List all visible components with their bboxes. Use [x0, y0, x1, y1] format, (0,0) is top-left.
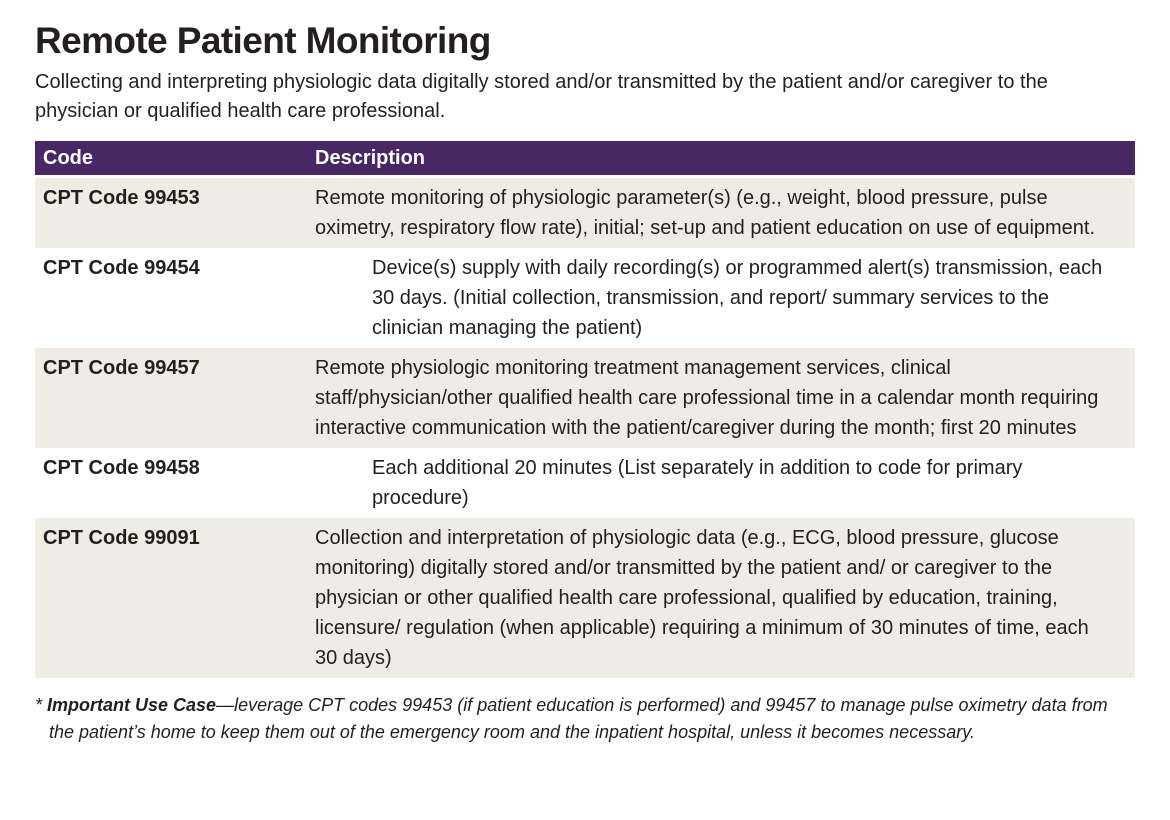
table-row: CPT Code 99458 Each additional 20 minute…	[35, 448, 1135, 518]
description-cell: Collection and interpretation of physiol…	[315, 527, 1089, 669]
description-cell: Remote monitoring of physiologic paramet…	[315, 187, 1096, 239]
cpt-code-table: Code Description CPT Code 99453 Remote m…	[35, 141, 1135, 678]
cpt-code-cell: CPT Code 99458	[43, 457, 200, 479]
page-subtitle: Collecting and interpreting physiologic …	[35, 71, 1048, 122]
cpt-code-cell: CPT Code 99454	[43, 257, 200, 279]
document-page: Remote Patient Monitoring Collecting and…	[35, 20, 1135, 746]
table-row: CPT Code 99454 Device(s) supply with dai…	[35, 248, 1135, 348]
table-header-row: Code Description	[35, 141, 1135, 175]
cpt-code-cell: CPT Code 99457	[43, 357, 200, 379]
column-header-description: Description	[315, 146, 426, 169]
page-title: Remote Patient Monitoring	[35, 20, 491, 61]
table-row: CPT Code 99091 Collection and interpreta…	[35, 518, 1135, 678]
footnote-lead: Important Use Case	[47, 695, 217, 715]
footnote-text: —leverage CPT codes 99453 (if patient ed…	[49, 695, 1108, 742]
cpt-code-cell: CPT Code 99091	[43, 527, 200, 549]
description-cell: Each additional 20 minutes (List separat…	[372, 457, 1023, 509]
table-row: CPT Code 99453 Remote monitoring of phys…	[35, 178, 1135, 248]
column-header-code: Code	[43, 146, 93, 169]
description-cell: Remote physiologic monitoring treatment …	[315, 357, 1099, 439]
cpt-code-cell: CPT Code 99453	[43, 187, 200, 209]
footnote-marker: *	[35, 695, 48, 715]
table-body: CPT Code 99453 Remote monitoring of phys…	[35, 178, 1135, 678]
footnote: * Important Use Case—leverage CPT codes …	[35, 692, 1125, 746]
table-row: CPT Code 99457 Remote physiologic monito…	[35, 348, 1135, 448]
description-cell: Device(s) supply with daily recording(s)…	[372, 257, 1103, 339]
